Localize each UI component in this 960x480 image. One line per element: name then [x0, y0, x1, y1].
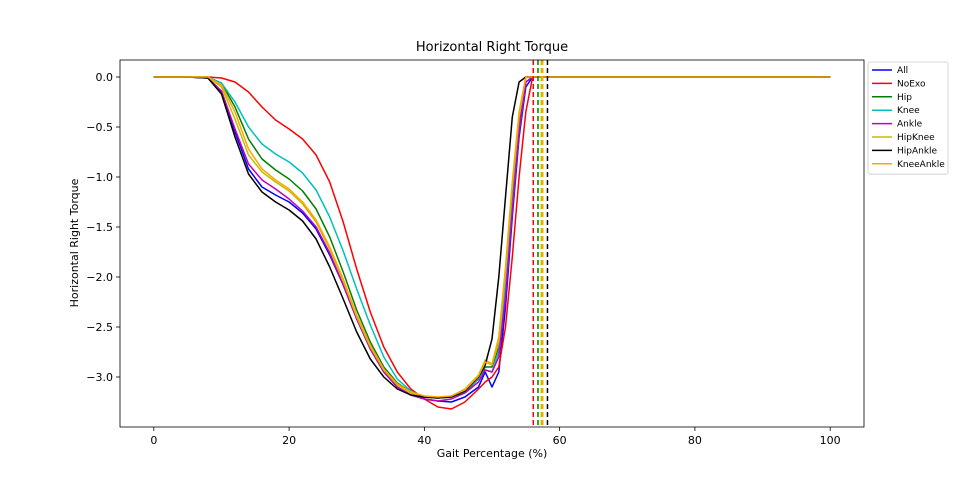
y-tick-label: −0.5: [86, 121, 113, 134]
y-axis-label: Horizontal Right Torque: [68, 178, 81, 307]
series-line-ankle: [153, 76, 831, 402]
legend-box: [867, 61, 949, 175]
y-tick-label: 0.0: [96, 71, 114, 84]
legend-label-all: All: [897, 66, 908, 76]
y-tick-label: −1.5: [86, 221, 113, 234]
legend-label-kneeankle: KneeAnkle: [897, 160, 945, 170]
x-tick-label: 40: [417, 434, 431, 447]
x-tick-label: 60: [553, 434, 567, 447]
y-tick-label: −2.0: [86, 271, 113, 284]
series-line-kneeankle: [153, 76, 831, 398]
legend-label-noexo: NoExo: [897, 79, 926, 89]
series-line-hipankle: [153, 76, 831, 399]
legend-label-ankle: Ankle: [897, 120, 923, 130]
chart-title: Horizontal Right Torque: [416, 40, 568, 55]
legend-label-hipankle: HipAnkle: [897, 146, 938, 156]
series-line-hip: [153, 76, 831, 399]
legend-label-hip: Hip: [897, 93, 912, 103]
x-tick-label: 80: [688, 434, 702, 447]
series-line-noexo: [153, 76, 831, 410]
legend: AllNoExoHipKneeAnkleHipKneeHipAnkleKneeA…: [867, 61, 949, 175]
y-tick-label: −3.0: [86, 371, 113, 384]
series-line-hipknee: [153, 76, 831, 399]
series-line-all: [153, 76, 831, 403]
x-axis-label: Gait Percentage (%): [437, 447, 548, 460]
x-tick-label: 100: [820, 434, 841, 447]
legend-label-hipknee: HipKnee: [897, 133, 935, 143]
x-tick-label: 0: [150, 434, 157, 447]
series-line-knee: [153, 76, 831, 399]
y-tick-label: −1.0: [86, 171, 113, 184]
x-tick-label: 20: [282, 434, 296, 447]
y-tick-label: −2.5: [86, 321, 113, 334]
plot-area: 0 20 40 60 80 100 0.0 −0.5 −1.0 −1.5 −2.0 −2.5 −3.0: [86, 59, 865, 447]
axes-frame: [119, 59, 865, 428]
legend-label-knee: Knee: [897, 106, 920, 116]
